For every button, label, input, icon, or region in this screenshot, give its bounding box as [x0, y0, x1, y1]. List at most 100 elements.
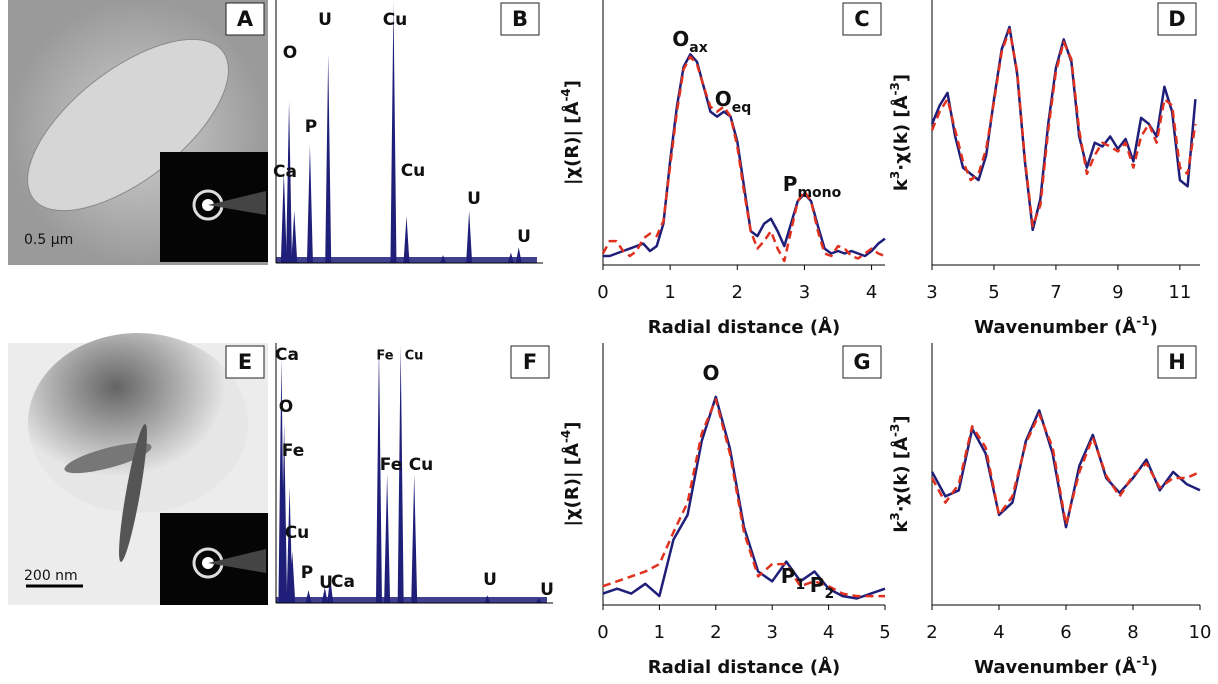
- superscript: -3: [888, 424, 902, 437]
- sheet: [119, 424, 147, 562]
- peak-label: Cu: [409, 455, 434, 475]
- peak-label: U: [467, 189, 481, 209]
- x-tick-label: 0: [597, 622, 608, 643]
- x-tick-label: 5: [879, 622, 890, 643]
- x-tick-label: 3: [926, 282, 937, 303]
- panel-letter-box: [1157, 2, 1197, 36]
- annotation-text: O: [702, 361, 719, 385]
- x-tick-label: 4: [993, 622, 1004, 643]
- peak: [306, 145, 313, 263]
- peak-label: P: [305, 117, 317, 137]
- panel-letter-box: [500, 2, 540, 36]
- panel-letter: B: [512, 7, 528, 31]
- peak: [286, 101, 293, 264]
- text-part: k: [891, 178, 912, 191]
- peak: [390, 2, 397, 263]
- annotation-subscript: ax: [689, 40, 707, 56]
- x-tick-label: 6: [1060, 622, 1071, 643]
- scale-bar-label: 200 nm: [24, 568, 78, 584]
- x-axis-label: Wavenumber (Å-1): [974, 314, 1158, 339]
- peak-label: U: [483, 570, 497, 590]
- x-tick-label: 2: [926, 622, 937, 643]
- x-tick-label: 1: [664, 282, 675, 303]
- peak: [466, 210, 473, 263]
- fit-line: [601, 55, 886, 263]
- peak: [535, 597, 542, 603]
- superscript: -1: [1136, 654, 1149, 668]
- fit-line: [930, 412, 1201, 526]
- panel-letter-box: [225, 2, 265, 36]
- superscript: 3: [888, 171, 902, 179]
- sheet: [64, 442, 152, 474]
- peak: [327, 577, 334, 603]
- panel-letter: E: [238, 350, 252, 374]
- text-part: ): [1150, 317, 1158, 338]
- peak-label: P: [301, 563, 313, 583]
- text-part: |χ(R)| [Å: [560, 101, 583, 185]
- peak-annotation: Pmono: [783, 172, 842, 202]
- x-tick-label: 2: [710, 622, 721, 643]
- peak: [507, 252, 514, 263]
- annotation-text: O: [672, 27, 689, 51]
- panel-letter-box: [842, 2, 882, 36]
- text-part: Radial distance (Å): [648, 655, 841, 678]
- text-part: ]: [891, 415, 912, 423]
- y-axis-label: |χ(R)| [Å-4]: [559, 80, 584, 185]
- peak-label: Cu: [285, 523, 310, 543]
- peak-label: O: [279, 397, 293, 417]
- peak-annotation: Oeq: [715, 87, 752, 117]
- x-tick-label: 7: [1050, 282, 1061, 303]
- data-line: [930, 25, 1197, 232]
- text-part: Radial distance (Å): [648, 315, 841, 338]
- panel-letter: H: [1168, 350, 1186, 374]
- annotation-subscript: 2: [824, 586, 834, 602]
- annotation-subscript: 1: [795, 577, 805, 593]
- x-tick-label: 3: [766, 622, 777, 643]
- panel-letter: A: [237, 7, 254, 31]
- peak-annotation: Oax: [672, 27, 708, 57]
- scale-bar-label: 0.5 µm: [24, 232, 73, 248]
- x-tick-label: 4: [823, 622, 834, 643]
- peak: [375, 345, 382, 603]
- panel-letter: F: [523, 350, 537, 374]
- y-axis-label: k3·χ(k) [Å-3]: [888, 74, 913, 191]
- x-tick-label: 1: [654, 622, 665, 643]
- annotation-text: O: [715, 87, 732, 111]
- peak-label: O: [283, 43, 297, 63]
- panel-letter: G: [853, 350, 870, 374]
- peak-label: Cu: [401, 161, 426, 181]
- superscript: -1: [1136, 314, 1149, 328]
- panel-letter-box: [225, 345, 265, 379]
- data-line: [602, 395, 886, 600]
- text-part: ): [1150, 657, 1158, 678]
- peak-label: Ca: [273, 162, 297, 182]
- peak-label: Fe: [282, 441, 304, 461]
- x-tick-label: 3: [799, 282, 810, 303]
- peak-annotation: P2: [810, 573, 834, 603]
- peak-label: Fe: [380, 455, 402, 475]
- text-part: |χ(R)| [Å: [560, 443, 583, 527]
- superscript: -4: [559, 430, 573, 443]
- peak-annotation: P1: [781, 564, 805, 594]
- text-part: Wavenumber (Å: [974, 655, 1136, 678]
- x-tick-label: 8: [1127, 622, 1138, 643]
- peak-label: Ca: [275, 345, 299, 365]
- text-part: ]: [562, 80, 583, 88]
- x-tick-label: 2: [732, 282, 743, 303]
- panel-letter-box: [510, 345, 550, 379]
- beam-stop: [208, 549, 266, 573]
- fit-line: [930, 28, 1197, 228]
- peak: [411, 474, 418, 603]
- y-axis-label: |χ(R)| [Å-4]: [559, 421, 584, 526]
- x-tick-label: 0: [597, 282, 608, 303]
- peak-label: U: [318, 10, 332, 30]
- text-part: ]: [562, 421, 583, 429]
- x-tick-label: 5: [988, 282, 999, 303]
- x-tick-label: 4: [866, 282, 877, 303]
- annotation-text: P: [783, 172, 798, 196]
- peak-label: Cu: [405, 349, 424, 364]
- annotation-subscript: eq: [732, 100, 752, 116]
- peak: [325, 54, 332, 264]
